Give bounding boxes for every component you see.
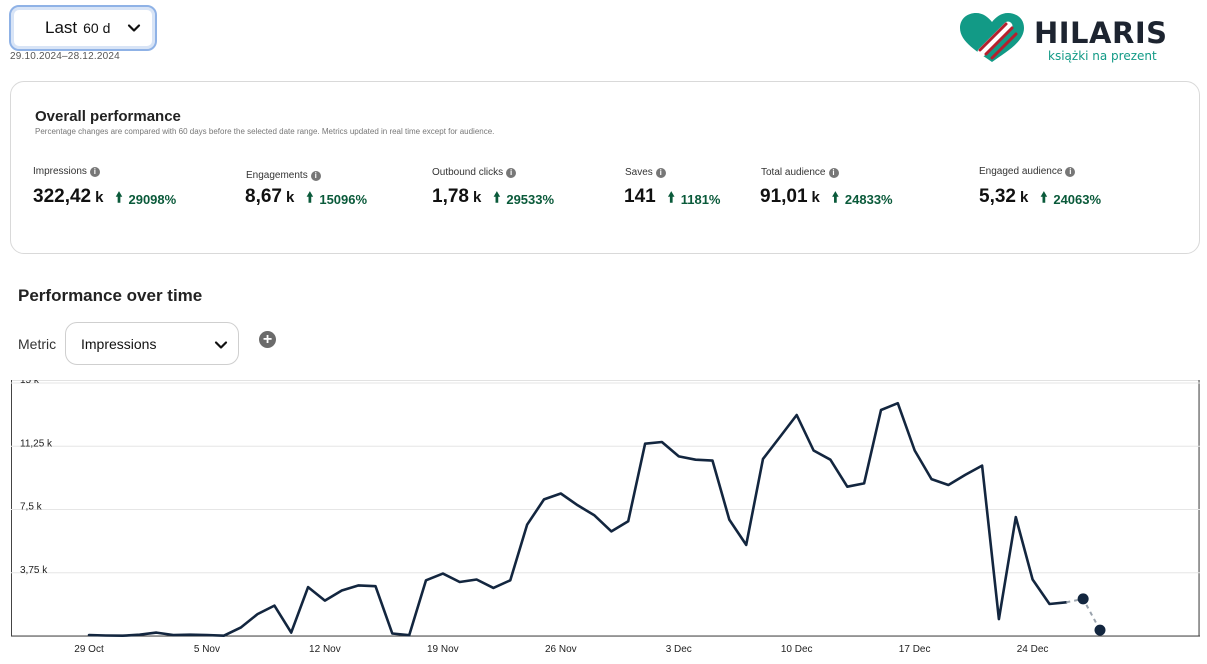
overall-performance-title: Overall performance [35,108,181,125]
heart-logo-icon [960,13,1024,62]
x-tick-label: 26 Nov [545,644,577,655]
arrow-up-icon: 🠙 [306,189,314,205]
info-icon[interactable]: i [1065,166,1076,177]
overall-performance-card: Overall performance Percentage changes a… [10,81,1200,254]
metric-value: 1,78 [432,186,469,207]
chevron-down-icon [127,24,141,32]
metric-label: Impressions [33,166,87,177]
info-icon[interactable]: i [89,166,100,177]
info-icon[interactable]: i [655,167,666,178]
overall-performance-subtitle: Percentage changes are compared with 60 … [35,127,495,136]
date-range-value: 60 d [83,20,111,36]
metric-label: Engagements [246,170,308,181]
metric-change-value: 15096% [319,191,368,207]
info-icon[interactable]: i [506,167,517,178]
metric-dropdown[interactable]: Impressions [65,322,239,365]
info-icon[interactable]: i [828,167,839,178]
x-tick-label: 29 Oct [74,644,104,655]
metric-selector-label: Metric [18,336,57,352]
x-tick-label: 10 Dec [781,644,813,655]
y-tick-label: 7,5 k [20,502,43,513]
metric-change: 🠙 1181% [668,187,721,211]
arrow-up-icon: 🠙 [667,189,675,205]
metric-label: Saves [625,167,653,178]
info-icon[interactable]: i [310,170,321,181]
date-range-label: Last [45,18,78,37]
y-tick-label: 15 k [20,380,40,386]
metric-change-value: 29533% [506,191,555,207]
metric-change: 🠙 29533% [493,187,554,211]
x-tick-label: 5 Nov [194,644,220,655]
x-tick-label: 17 Dec [899,644,931,655]
estimated-point [1094,624,1106,636]
x-tick-label: 12 Nov [309,644,341,655]
metric-value: 8,67 [245,186,282,207]
metric-value: 322,42 [33,186,92,207]
metric-unit: k [285,189,295,206]
metric-change: 🠙 29098% [115,187,176,211]
performance-over-time-title: Performance over time [18,286,203,305]
metric-unit: k [472,189,482,206]
y-tick-label: 3,75 k [20,565,48,576]
brand-name: HILARIS [1034,16,1168,50]
arrow-up-icon: 🠙 [1040,189,1048,205]
metric-value: 91,01 [760,186,808,207]
impressions-line [87,401,1068,637]
metric-change-value: 24063% [1053,191,1102,207]
metric-unit: k [811,189,820,206]
metric-label: Total audience [761,167,826,178]
x-tick-label: 3 Dec [666,644,692,655]
date-range-text: 29.10.2024–28.12.2024 [10,51,120,62]
metric-change-value: 24833% [844,191,893,207]
metric-value: 141 [624,186,656,207]
impressions-line-chart: 3,75 k 7,5 k 11,25 k 15 k 29 Oct 5 Nov 12 Nov 1… [11,380,1200,664]
y-tick-label: 11,25 k [20,438,53,449]
brand-tagline: książki na prezent [1048,49,1157,63]
metric-unit: k [95,189,104,206]
x-tick-label: 19 Nov [427,644,459,655]
chevron-down-icon [214,341,228,349]
metric-change: 🠙 24833% [832,187,893,211]
metric-unit: k [1019,189,1029,206]
date-range-dropdown[interactable]: Last 60 d [9,5,157,51]
arrow-up-icon: 🠙 [493,189,501,205]
plot-frame [11,380,1200,637]
arrow-up-icon: 🠙 [831,189,839,205]
chart-svg: 3,75 k 7,5 k 11,25 k 15 k 29 Oct 5 Nov 12 Nov 1… [11,380,1200,655]
metric-label: Engaged audience [979,166,1063,177]
arrow-up-icon: 🠙 [115,189,123,205]
metric-dropdown-value: Impressions [81,335,157,352]
add-metric-button[interactable]: + [259,331,276,348]
x-tick-label: 24 Dec [1017,644,1049,655]
metric-value: 5,32 [979,186,1016,207]
metric-change-value: 29098% [128,191,177,207]
metric-label: Outbound clicks [432,167,504,178]
metric-change: 🠙 24063% [1040,187,1101,211]
estimated-point [1077,593,1089,605]
metric-change: 🠙 15096% [306,187,367,211]
brand-logo: HILARIS książki na prezent [958,12,1178,68]
metric-change-value: 1181% [680,191,721,207]
